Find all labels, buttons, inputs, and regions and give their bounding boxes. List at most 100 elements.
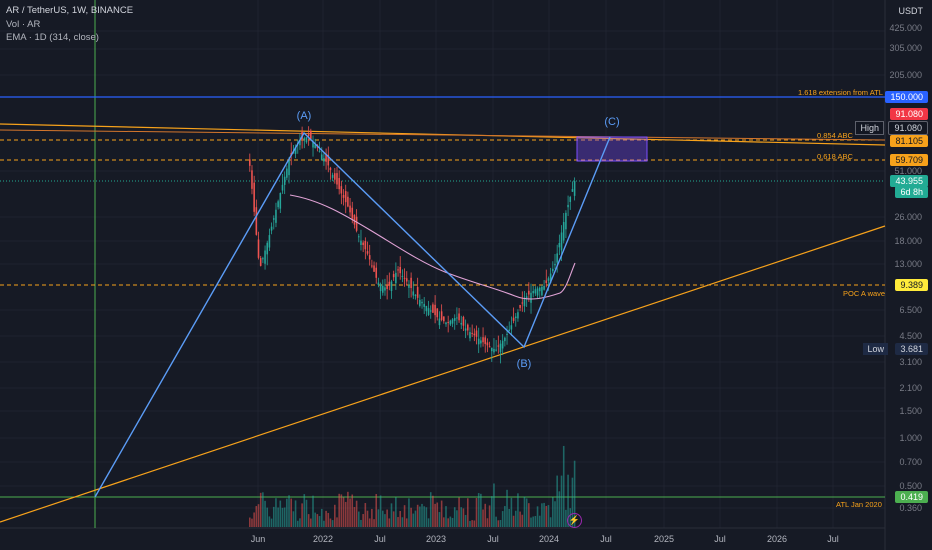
volume-bar (395, 497, 397, 527)
candles (249, 126, 576, 364)
low-price-tag: 3.681 (895, 343, 928, 355)
poc-price-tag[interactable]: 9.389 (895, 279, 928, 291)
y-tick: 1.500 (899, 406, 922, 416)
candle-body (334, 173, 336, 180)
candle-body (305, 137, 308, 143)
candle-body (443, 316, 445, 322)
candle-body (255, 207, 258, 235)
wave-c-label[interactable]: (C) (604, 116, 620, 128)
last-price-tag: 43.955 (890, 175, 928, 187)
candle-body (347, 196, 349, 207)
candle-body (390, 281, 393, 292)
candle-body (266, 242, 269, 255)
volume-bar (390, 503, 393, 527)
candle-body (534, 289, 537, 294)
lightning-icon[interactable]: ⚡ (567, 513, 582, 528)
volume-bar (327, 512, 330, 527)
volume-bar (358, 511, 360, 527)
poc-note[interactable]: POC A wave (843, 289, 886, 298)
volume-bar (362, 514, 364, 527)
volume-bar (560, 475, 563, 527)
candle-body (303, 138, 306, 140)
high-label: High (855, 121, 884, 135)
candle-body (458, 313, 460, 321)
y-tick: 305.000 (889, 43, 922, 53)
fib-0854-note[interactable]: 0.854 ABC (817, 131, 853, 140)
volume-bar (445, 506, 447, 527)
volume-bar (523, 496, 526, 527)
candle-body (484, 337, 487, 344)
candle-body (272, 218, 275, 220)
y-tick: 26.000 (894, 212, 922, 222)
atl-price-tag[interactable]: 0.419 (895, 491, 928, 503)
candle-body (401, 275, 404, 277)
ath-price-tag[interactable]: 91.080 (890, 108, 928, 120)
candle-body (510, 325, 513, 330)
fib-0618-price-tag[interactable]: 59.709 (890, 154, 928, 166)
volume-bar (279, 500, 282, 527)
atl-note[interactable]: ATL Jan 2020 (836, 500, 882, 509)
support-trendline[interactable] (0, 225, 886, 523)
candle-body (264, 250, 266, 264)
candle-body (499, 343, 502, 353)
volume-bar (460, 507, 463, 527)
fib-1618-note[interactable]: 1.618 extension from ATL (798, 88, 883, 97)
volume-bar (334, 504, 336, 527)
volume-bar (556, 475, 558, 527)
x-tick: Jul (487, 534, 499, 544)
candle-body (251, 170, 253, 189)
volume-bar (558, 491, 561, 527)
volume-bar (571, 477, 574, 527)
candle-body (310, 130, 312, 139)
volume-bar (410, 507, 412, 527)
candle-body (362, 242, 364, 245)
volume-bar (283, 507, 286, 527)
candle-body (512, 317, 515, 321)
candle-body (467, 324, 469, 331)
candle-body (436, 308, 439, 318)
candle-body (562, 222, 565, 241)
fib-1618-price-tag[interactable]: 150.000 (885, 91, 928, 103)
candle-body (249, 159, 251, 166)
x-tick: 2022 (312, 534, 334, 544)
volume-bar (438, 512, 441, 527)
candle-body (456, 317, 458, 319)
volume-bar (381, 510, 384, 527)
fib-0618-note[interactable]: 0.618 ABC (817, 152, 853, 161)
volume-bar (510, 497, 513, 527)
volume-bar (294, 500, 297, 527)
volume-bar (299, 518, 301, 527)
currency-label[interactable]: USDT (898, 6, 924, 16)
candle-body (504, 337, 506, 342)
y-tick: 425.000 (889, 23, 922, 33)
candle-body (525, 296, 528, 299)
volume-bar (259, 492, 262, 527)
candle-body (307, 133, 310, 137)
fib-0854-price-tag[interactable]: 81.105 (890, 135, 928, 147)
ema-legend[interactable]: EMA · 1D (314, close) (6, 32, 99, 43)
volume-bar (545, 505, 548, 527)
abc-wave-pattern[interactable] (94, 131, 611, 498)
candle-body (329, 167, 332, 171)
volume-bar (552, 497, 554, 527)
symbol-title[interactable]: AR / TetherUS, 1W, BINANCE (6, 5, 134, 16)
volume-legend[interactable]: Vol · AR (6, 19, 41, 30)
resistance-trendline-2[interactable] (0, 129, 886, 141)
volume-bar (443, 517, 445, 527)
candle-body (375, 267, 378, 278)
candle-body (410, 277, 412, 289)
candle-body (538, 287, 541, 292)
candle-body (331, 174, 334, 178)
volume-bar (525, 498, 528, 527)
target-zone-box[interactable] (576, 136, 648, 162)
candle-body (327, 154, 330, 166)
volume-bar (303, 494, 306, 527)
candle-body (469, 332, 471, 339)
volume-bar (567, 474, 569, 527)
candle-body (517, 312, 519, 319)
volume-bar (495, 516, 497, 527)
wave-a-label[interactable]: (A) (296, 110, 312, 122)
candle-body (501, 340, 504, 349)
wave-b-label[interactable]: (B) (516, 358, 532, 370)
